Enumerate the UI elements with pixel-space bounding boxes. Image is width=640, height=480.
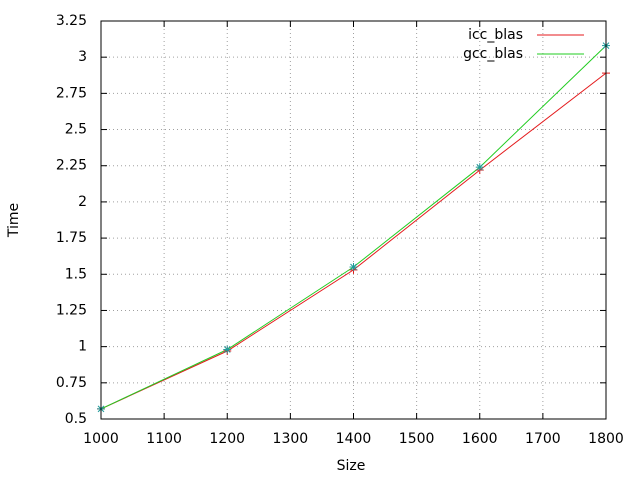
y-tick-label: 2.75 [56, 85, 87, 101]
marker-stroke [350, 263, 357, 271]
data-point-gcc_blas [475, 163, 484, 172]
y-tick-label: 0.5 [65, 411, 87, 427]
x-tick-label: 1700 [525, 431, 561, 447]
data-point-gcc_blas [349, 263, 358, 272]
legend: icc_blas gcc_blas [463, 27, 584, 62]
grid [101, 21, 606, 419]
y-tick-label: 2.25 [56, 158, 87, 174]
data-markers [97, 41, 610, 413]
legend-label-gcc_blas: gcc_blas [463, 46, 523, 62]
plot-area-frame [100, 20, 607, 420]
y-tick-label: 1.5 [65, 266, 87, 282]
y-tick-label: 2.5 [65, 122, 87, 138]
x-tick-label: 1600 [462, 431, 498, 447]
marker-stroke [476, 163, 484, 171]
y-tick-label: 1.75 [56, 230, 87, 246]
x-tick-label: 1100 [146, 431, 182, 447]
series-lines [100, 45, 607, 410]
x-tick-label: 1400 [336, 431, 372, 447]
y-tick-label: 3 [78, 49, 87, 65]
y-tick-label: 1 [78, 339, 87, 355]
y-tick-label: 2 [78, 194, 87, 210]
marker-stroke [223, 346, 231, 353]
x-tick-label: 1200 [209, 431, 245, 447]
series-line-gcc_blas [100, 45, 607, 410]
x-axis-title: Size [337, 458, 366, 474]
y-tick-label: 3.25 [56, 13, 87, 29]
data-point-gcc_blas [223, 345, 232, 354]
x-tick-label: 1500 [399, 431, 435, 447]
legend-label-icc_blas: icc_blas [468, 27, 523, 43]
axis-ticks: 1000 1100 1200 1300 1400 1500 1600 1700 1800 0.5 0… [56, 13, 624, 447]
x-tick-label: 1300 [273, 431, 309, 447]
y-tick-label: 0.75 [56, 375, 87, 391]
x-tick-label: 1800 [588, 431, 624, 447]
y-axis-title: Time [6, 203, 22, 238]
y-tick-label: 1.25 [56, 302, 87, 318]
x-tick-label: 1000 [83, 431, 119, 447]
